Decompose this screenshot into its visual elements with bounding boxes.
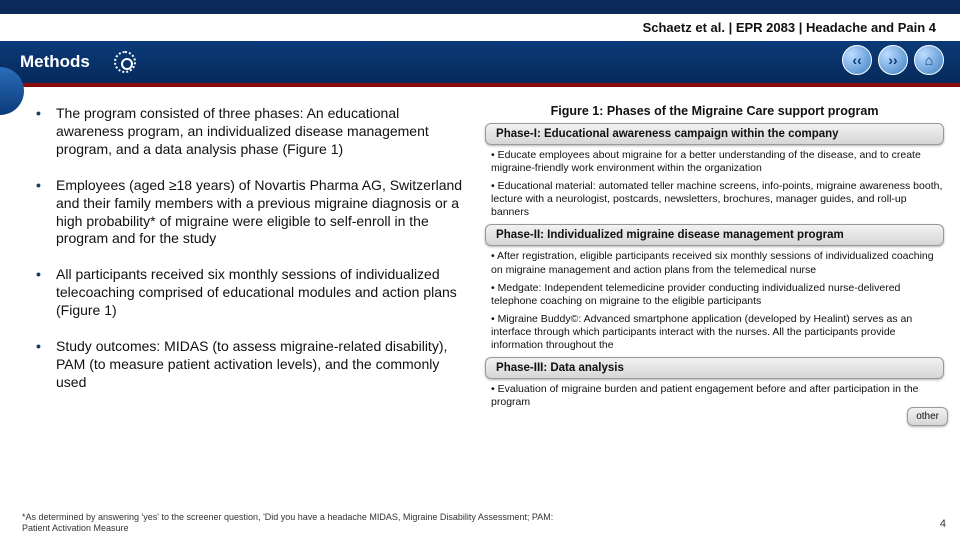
phase-item: Medgate: Independent telemedicine provid… — [491, 282, 944, 308]
top-strip — [0, 0, 960, 14]
float-pill: other — [907, 407, 948, 426]
header-bar: Methods ‹‹ ›› ⌂ — [0, 41, 960, 83]
footnote: *As determined by answering 'yes' to the… — [22, 512, 582, 534]
phase3-body: Evaluation of migraine burden and patien… — [485, 383, 944, 409]
content-area: • The program consisted of three phases:… — [0, 87, 960, 415]
home-icon[interactable]: ⌂ — [914, 45, 944, 75]
phase2-body: After registration, eligible participant… — [485, 250, 944, 352]
bullet-text: Study outcomes: MIDAS (to assess migrain… — [56, 338, 465, 392]
breadcrumb: Schaetz et al. | EPR 2083 | Headache and… — [0, 14, 960, 41]
page-number: 4 — [940, 518, 946, 530]
nav-controls: ‹‹ ›› ⌂ — [842, 45, 944, 75]
phase2-header: Phase-II: Individualized migraine diseas… — [485, 224, 944, 246]
phase3-header: Phase-III: Data analysis — [485, 357, 944, 379]
forward-icon[interactable]: ›› — [878, 45, 908, 75]
phase-item: Educate employees about migraine for a b… — [491, 149, 944, 175]
figure-title: Figure 1: Phases of the Migraine Care su… — [485, 105, 944, 119]
back-icon[interactable]: ‹‹ — [842, 45, 872, 75]
bullet-dot-icon: • — [36, 338, 46, 392]
phase-item: Migraine Buddy©: Advanced smartphone app… — [491, 313, 944, 352]
bullet-text: Employees (aged ≥18 years) of Novartis P… — [56, 177, 465, 249]
bullet-item: • All participants received six monthly … — [36, 266, 465, 320]
gear-icon — [114, 51, 136, 73]
bullet-text: All participants received six monthly se… — [56, 266, 465, 320]
bullet-text: The program consisted of three phases: A… — [56, 105, 465, 159]
bullet-item: • The program consisted of three phases:… — [36, 105, 465, 159]
phase1-header: Phase-I: Educational awareness campaign … — [485, 123, 944, 145]
bullet-dot-icon: • — [36, 177, 46, 249]
phase-item: Educational material: automated teller m… — [491, 180, 944, 219]
bullet-item: • Employees (aged ≥18 years) of Novartis… — [36, 177, 465, 249]
section-title: Methods — [20, 52, 90, 72]
phase-item: Evaluation of migraine burden and patien… — [491, 383, 944, 409]
bullet-list: • The program consisted of three phases:… — [36, 105, 465, 415]
figure-panel: Figure 1: Phases of the Migraine Care su… — [485, 105, 944, 415]
bullet-dot-icon: • — [36, 266, 46, 320]
phase1-body: Educate employees about migraine for a b… — [485, 149, 944, 220]
bullet-item: • Study outcomes: MIDAS (to assess migra… — [36, 338, 465, 392]
bullet-dot-icon: • — [36, 105, 46, 159]
phase-item: After registration, eligible participant… — [491, 250, 944, 276]
